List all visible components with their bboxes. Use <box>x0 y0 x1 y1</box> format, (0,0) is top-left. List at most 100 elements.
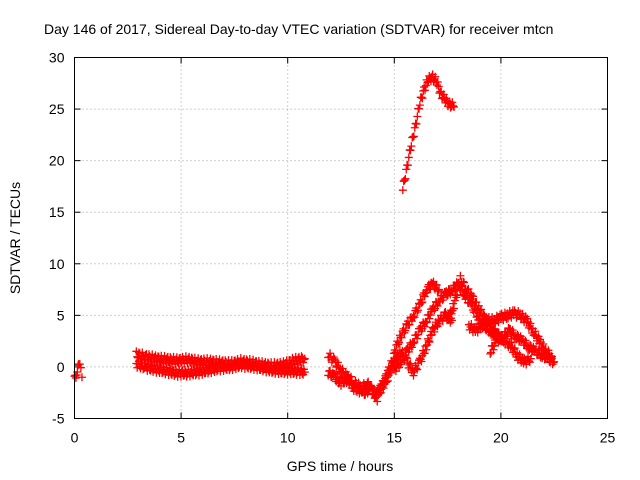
data-point <box>394 338 403 347</box>
data-point <box>396 360 405 369</box>
plot-frame <box>74 57 608 419</box>
data-point <box>399 324 408 333</box>
data-point <box>378 382 387 391</box>
y-tick-label: 15 <box>49 204 65 220</box>
data-point <box>434 286 443 295</box>
data-point <box>410 313 419 322</box>
data-point <box>534 346 543 355</box>
data-point <box>77 373 86 382</box>
data-point <box>373 397 382 406</box>
data-point <box>539 339 548 348</box>
data-point <box>413 112 422 121</box>
data-point <box>435 89 444 98</box>
data-point <box>434 82 443 91</box>
data-point <box>408 313 417 322</box>
data-point <box>449 101 458 110</box>
data-point <box>424 336 433 345</box>
data-point <box>410 123 419 132</box>
data-point <box>418 94 427 103</box>
data-point <box>409 132 418 141</box>
data-point <box>299 355 308 364</box>
data-point <box>417 357 426 366</box>
y-tick-label: 30 <box>49 50 65 66</box>
data-point <box>417 93 426 102</box>
data-point <box>401 326 410 335</box>
data-point <box>421 86 430 95</box>
data-point <box>76 363 85 372</box>
data-point <box>402 165 411 174</box>
data-point <box>413 307 422 316</box>
data-point <box>433 301 442 310</box>
data-point <box>418 298 427 307</box>
data-point <box>376 388 385 397</box>
data-point <box>477 305 486 314</box>
x-tick-label: 20 <box>493 430 509 446</box>
data-point <box>456 271 465 280</box>
data-point <box>459 277 468 286</box>
data-point <box>407 142 416 151</box>
data-point <box>383 376 392 385</box>
data-point <box>420 322 429 331</box>
x-tick-label: 10 <box>280 430 296 446</box>
data-point <box>406 359 415 368</box>
data-point <box>397 333 406 342</box>
series-segment-5 <box>324 308 456 406</box>
data-point <box>300 368 309 377</box>
data-point <box>407 343 416 352</box>
data-point <box>329 353 338 362</box>
data-point <box>333 358 342 367</box>
series-segment-3 <box>132 357 309 381</box>
chart-title: Day 146 of 2017, Sidereal Day-to-day VTE… <box>44 21 553 37</box>
series-segment-1 <box>70 360 86 382</box>
data-point <box>435 285 444 294</box>
data-point <box>420 349 429 358</box>
data-point <box>438 317 447 326</box>
data-point <box>358 387 367 396</box>
data-point <box>368 385 377 394</box>
data-point <box>382 378 391 387</box>
data-point <box>343 371 352 380</box>
data-point <box>367 383 376 392</box>
y-tick-label: 10 <box>49 256 65 272</box>
data-point <box>422 345 431 354</box>
data-point <box>399 351 408 360</box>
y-tick-label: 5 <box>57 307 65 323</box>
data-point <box>535 348 544 357</box>
data-point <box>531 327 540 336</box>
data-point <box>425 338 434 347</box>
data-point <box>400 176 409 185</box>
y-tick-label: 20 <box>49 153 65 169</box>
data-point <box>547 353 556 362</box>
data-point <box>469 308 478 317</box>
data-point <box>75 360 84 369</box>
data-point <box>401 174 410 183</box>
data-point <box>549 358 558 367</box>
series-segment-6 <box>398 70 458 195</box>
data-point <box>404 153 413 162</box>
data-point <box>449 304 458 313</box>
data-point <box>510 344 519 353</box>
y-axis-label: SDTVAR / TECUs <box>7 182 23 294</box>
data-point <box>379 384 388 393</box>
x-tick-label: 5 <box>177 430 185 446</box>
x-axis-label: GPS time / hours <box>287 458 394 474</box>
data-point <box>431 72 440 81</box>
x-tick-label: 15 <box>387 430 403 446</box>
data-point <box>504 323 513 332</box>
data-point <box>550 357 559 366</box>
data-point <box>445 315 454 324</box>
data-point <box>430 306 439 315</box>
data-point <box>364 377 373 386</box>
data-point <box>421 342 430 351</box>
data-point <box>526 319 535 328</box>
data-point <box>489 345 498 354</box>
y-tick-label: 0 <box>57 359 65 375</box>
data-point <box>434 315 443 324</box>
data-point <box>387 368 396 377</box>
y-tick-label: 25 <box>49 101 65 117</box>
data-point <box>412 119 421 128</box>
data-point <box>426 284 435 293</box>
data-point <box>300 354 309 363</box>
data-point <box>394 340 403 349</box>
data-point <box>139 365 148 374</box>
